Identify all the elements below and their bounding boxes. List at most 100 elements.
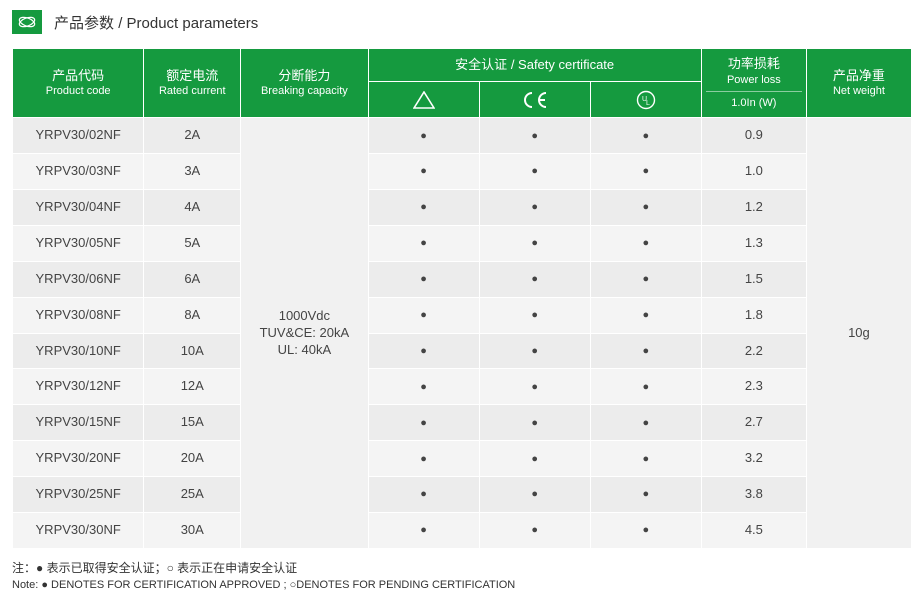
cell-cert-1: ●	[368, 118, 479, 154]
cell-rated-current: 20A	[144, 441, 241, 477]
col-product-code-cn: 产品代码	[52, 68, 104, 83]
col-power-loss-en: Power loss	[706, 73, 802, 88]
table-row: YRPV30/15NF15A●●●2.7	[13, 405, 912, 441]
cell-power-loss: 1.8	[701, 297, 806, 333]
cell-cert-3: ●	[590, 154, 701, 190]
section-title-sep: /	[118, 15, 126, 32]
cell-cert-2: ●	[479, 190, 590, 226]
cell-power-loss: 3.2	[701, 441, 806, 477]
table-row: YRPV30/02NF2A1000VdcTUV&CE: 20kAUL: 40kA…	[13, 118, 912, 154]
cell-cert-3: ●	[590, 441, 701, 477]
cell-cert-2: ●	[479, 441, 590, 477]
col-cert-tuv-icon	[368, 82, 479, 118]
cell-cert-1: ●	[368, 190, 479, 226]
col-rated-current: 额定电流 Rated current	[144, 49, 241, 118]
col-rated-current-cn: 额定电流	[166, 68, 218, 83]
cell-power-loss: 2.3	[701, 369, 806, 405]
cell-rated-current: 25A	[144, 477, 241, 513]
col-breaking-capacity: 分断能力 Breaking capacity	[241, 49, 368, 118]
col-safety-en: Safety certificate	[518, 57, 614, 72]
cell-rated-current: 8A	[144, 297, 241, 333]
cell-power-loss: 1.3	[701, 225, 806, 261]
footnote-en: Note: ● DENOTES FOR CERTIFICATION APPROV…	[12, 577, 912, 594]
col-net-weight-en: Net weight	[811, 84, 907, 99]
col-net-weight-cn: 产品净重	[833, 68, 885, 83]
cell-cert-2: ●	[479, 369, 590, 405]
table-body: YRPV30/02NF2A1000VdcTUV&CE: 20kAUL: 40kA…	[13, 118, 912, 549]
cell-cert-2: ●	[479, 333, 590, 369]
table-row: YRPV30/04NF4A●●●1.2	[13, 190, 912, 226]
cell-product-code: YRPV30/02NF	[13, 118, 144, 154]
col-net-weight: 产品净重 Net weight	[806, 49, 911, 118]
table-row: YRPV30/03NF3A●●●1.0	[13, 154, 912, 190]
cell-power-loss: 0.9	[701, 118, 806, 154]
cell-cert-3: ●	[590, 118, 701, 154]
cell-rated-current: 4A	[144, 190, 241, 226]
cell-cert-1: ●	[368, 405, 479, 441]
cell-cert-3: ●	[590, 190, 701, 226]
cell-power-loss: 4.5	[701, 513, 806, 549]
col-product-code: 产品代码 Product code	[13, 49, 144, 118]
cell-breaking-capacity: 1000VdcTUV&CE: 20kAUL: 40kA	[241, 118, 368, 549]
table-row: YRPV30/30NF30A●●●4.5	[13, 513, 912, 549]
section-title: 产品参数 / Product parameters	[54, 12, 258, 33]
col-cert-ul-icon: U L	[590, 82, 701, 118]
cell-cert-3: ●	[590, 297, 701, 333]
cell-rated-current: 30A	[144, 513, 241, 549]
parameters-table: 产品代码 Product code 额定电流 Rated current 分断能…	[12, 48, 912, 549]
cell-product-code: YRPV30/15NF	[13, 405, 144, 441]
cell-cert-3: ●	[590, 369, 701, 405]
cell-power-loss: 1.2	[701, 190, 806, 226]
cell-cert-2: ●	[479, 405, 590, 441]
cell-rated-current: 15A	[144, 405, 241, 441]
svg-text:L: L	[646, 100, 650, 107]
footnote-cn: 注：● 表示已取得安全认证；○ 表示正在申请安全认证	[12, 559, 912, 577]
cell-cert-2: ●	[479, 225, 590, 261]
table-row: YRPV30/08NF8A●●●1.8	[13, 297, 912, 333]
section-title-bar: 产品参数 / Product parameters	[12, 10, 912, 34]
cell-cert-2: ●	[479, 261, 590, 297]
cell-net-weight: 10g	[806, 118, 911, 549]
cell-product-code: YRPV30/25NF	[13, 477, 144, 513]
table-row: YRPV30/10NF10A●●●2.2	[13, 333, 912, 369]
cell-rated-current: 5A	[144, 225, 241, 261]
table-row: YRPV30/20NF20A●●●3.2	[13, 441, 912, 477]
brand-badge-icon	[12, 10, 42, 34]
cell-cert-2: ●	[479, 513, 590, 549]
table-row: YRPV30/05NF5A●●●1.3	[13, 225, 912, 261]
cell-cert-3: ●	[590, 333, 701, 369]
cell-rated-current: 3A	[144, 154, 241, 190]
col-rated-current-en: Rated current	[148, 84, 236, 99]
cell-cert-1: ●	[368, 513, 479, 549]
cell-power-loss: 2.2	[701, 333, 806, 369]
col-breaking-capacity-cn: 分断能力	[278, 68, 330, 83]
cell-product-code: YRPV30/10NF	[13, 333, 144, 369]
cell-power-loss: 1.5	[701, 261, 806, 297]
cell-cert-2: ●	[479, 154, 590, 190]
table-row: YRPV30/25NF25A●●●3.8	[13, 477, 912, 513]
section-title-cn: 产品参数	[54, 15, 114, 32]
cell-cert-3: ●	[590, 225, 701, 261]
cell-cert-2: ●	[479, 297, 590, 333]
col-power-loss-cn: 功率损耗	[728, 56, 780, 71]
cell-power-loss: 3.8	[701, 477, 806, 513]
cell-product-code: YRPV30/08NF	[13, 297, 144, 333]
cell-product-code: YRPV30/04NF	[13, 190, 144, 226]
cell-cert-3: ●	[590, 261, 701, 297]
cell-rated-current: 6A	[144, 261, 241, 297]
cell-cert-3: ●	[590, 513, 701, 549]
cell-cert-3: ●	[590, 405, 701, 441]
cell-product-code: YRPV30/20NF	[13, 441, 144, 477]
cell-cert-1: ●	[368, 333, 479, 369]
col-breaking-capacity-en: Breaking capacity	[245, 84, 363, 99]
footnote: 注：● 表示已取得安全认证；○ 表示正在申请安全认证 Note: ● DENOT…	[12, 559, 912, 594]
table-row: YRPV30/06NF6A●●●1.5	[13, 261, 912, 297]
cell-product-code: YRPV30/12NF	[13, 369, 144, 405]
cell-cert-1: ●	[368, 225, 479, 261]
table-row: YRPV30/12NF12A●●●2.3	[13, 369, 912, 405]
cell-cert-2: ●	[479, 477, 590, 513]
cell-cert-1: ●	[368, 441, 479, 477]
cell-product-code: YRPV30/06NF	[13, 261, 144, 297]
cell-cert-3: ●	[590, 477, 701, 513]
cell-cert-1: ●	[368, 261, 479, 297]
